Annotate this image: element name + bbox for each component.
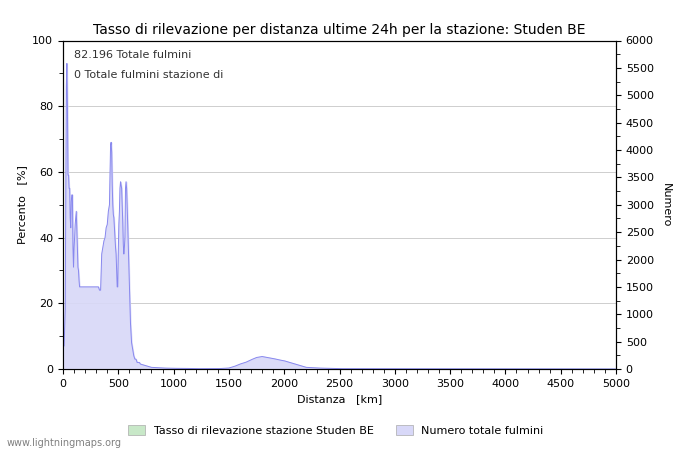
Legend: Tasso di rilevazione stazione Studen BE, Numero totale fulmini: Tasso di rilevazione stazione Studen BE,… [124,420,548,440]
Text: 0 Totale fulmini stazione di: 0 Totale fulmini stazione di [74,70,223,80]
Title: Tasso di rilevazione per distanza ultime 24h per la stazione: Studen BE: Tasso di rilevazione per distanza ultime… [93,22,586,36]
Y-axis label: Numero: Numero [661,183,671,227]
Text: www.lightningmaps.org: www.lightningmaps.org [7,438,122,448]
Y-axis label: Percento   [%]: Percento [%] [17,165,27,244]
Text: 82.196 Totale fulmini: 82.196 Totale fulmini [74,50,191,60]
X-axis label: Distanza   [km]: Distanza [km] [297,394,382,404]
